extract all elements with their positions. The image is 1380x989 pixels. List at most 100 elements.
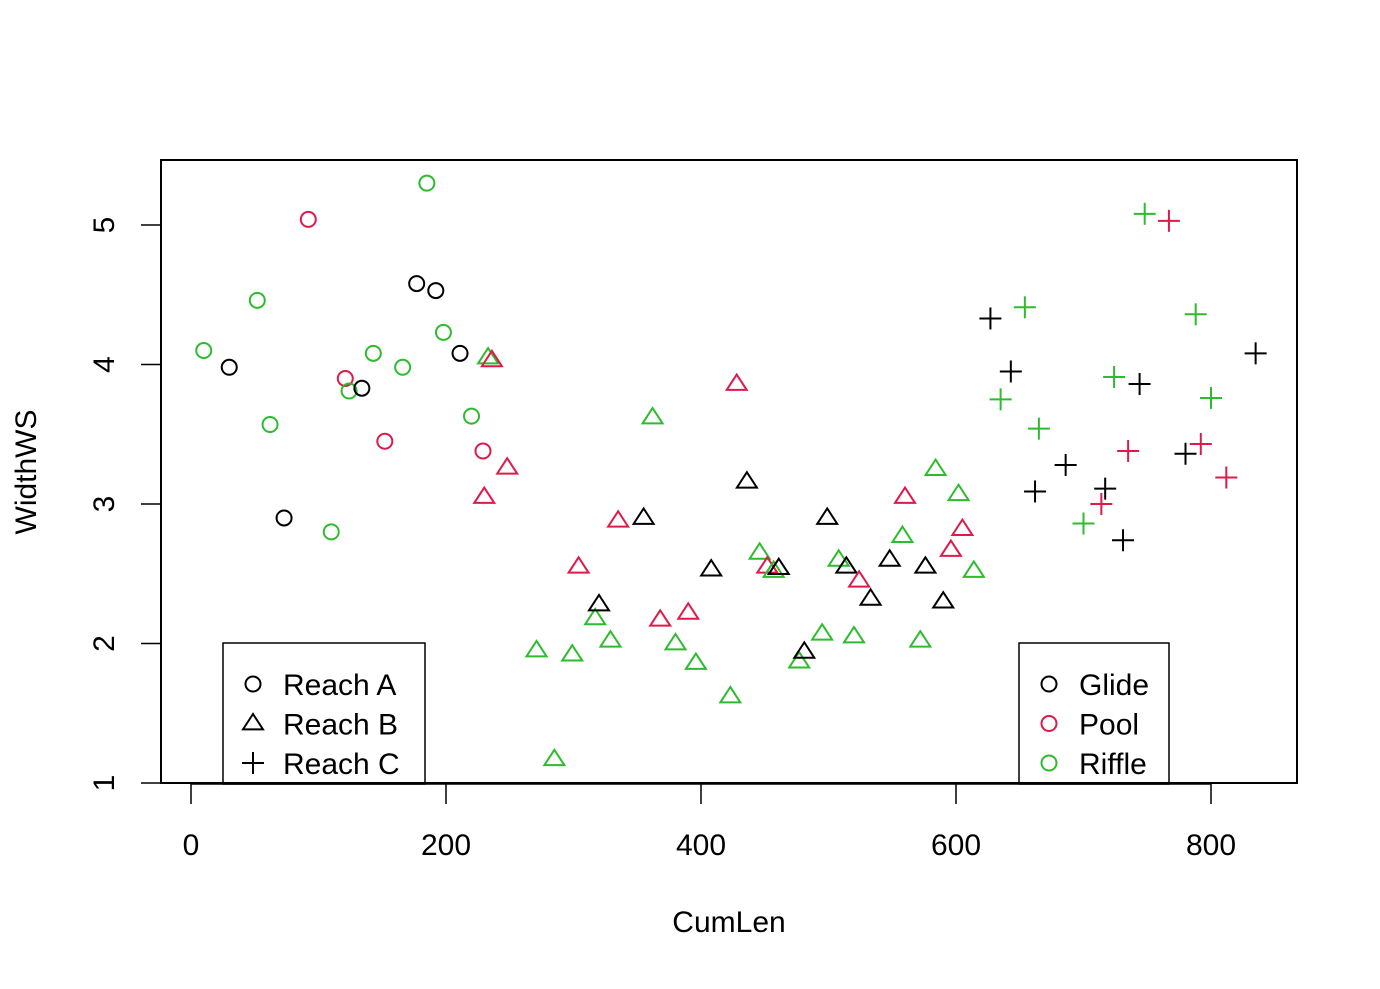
triangle-marker-icon — [923, 457, 948, 477]
y-tick-label: 3 — [88, 496, 121, 513]
legends: Reach A Reach B Reach C Glide Pool Riffle — [222, 642, 1170, 785]
legend-plus-icon — [242, 752, 264, 774]
y-tick-label: 2 — [88, 635, 121, 652]
triangle-marker-icon — [890, 524, 915, 543]
circle-marker-icon — [451, 344, 469, 362]
circle-marker-icon — [463, 407, 480, 425]
triangle-marker-icon — [648, 608, 673, 627]
triangle-marker-icon — [761, 559, 786, 578]
triangle-marker-icon — [908, 629, 933, 648]
triangle-marker-icon — [893, 485, 917, 504]
triangle-marker-icon — [877, 548, 902, 567]
triangle-marker-icon — [810, 622, 834, 641]
plus-marker-icon — [1157, 209, 1180, 232]
circle-marker-icon — [353, 379, 371, 397]
x-tick-label: 200 — [421, 829, 471, 862]
legend-label: Reach C — [283, 748, 400, 781]
circle-marker-icon — [299, 210, 317, 228]
circle-marker-icon — [434, 323, 452, 341]
triangle-marker-icon — [815, 506, 840, 525]
legend-label: Glide — [1079, 669, 1149, 702]
triangle-marker-icon — [663, 632, 688, 651]
x-tick-label: 600 — [931, 829, 981, 862]
legend-circle-icon — [1040, 715, 1058, 732]
y-axis: 1 2 3 4 5 — [88, 217, 162, 792]
x-axis: 0 200 400 600 800 — [183, 783, 1236, 862]
triangle-marker-icon — [842, 625, 866, 644]
circle-marker-icon — [418, 174, 436, 192]
triangle-marker-icon — [587, 593, 611, 612]
circle-marker-icon — [261, 415, 279, 433]
plus-marker-icon — [1200, 386, 1222, 409]
circle-marker-icon — [340, 382, 358, 400]
triangle-marker-icon — [472, 485, 497, 504]
circle-marker-icon — [427, 282, 445, 300]
x-tick-label: 0 — [183, 829, 200, 862]
plus-marker-icon — [1184, 303, 1207, 326]
y-tick-label: 4 — [88, 356, 121, 373]
triangle-marker-icon — [747, 541, 772, 560]
plus-marker-icon — [999, 360, 1022, 383]
triangle-marker-icon — [792, 640, 817, 659]
triangle-marker-icon — [946, 482, 971, 502]
legend-circle-icon — [1040, 675, 1058, 693]
legend-circle-icon — [244, 675, 262, 693]
circle-marker-icon — [474, 442, 492, 460]
circle-marker-icon — [408, 275, 426, 293]
triangle-marker-icon — [913, 555, 938, 574]
plus-marker-icon — [1112, 529, 1135, 552]
triangle-marker-icon — [631, 506, 656, 525]
plus-marker-icon — [1117, 439, 1140, 462]
triangle-marker-icon — [598, 629, 623, 648]
plus-marker-icon — [1090, 493, 1113, 515]
plus-marker-icon — [1215, 466, 1238, 489]
legend-label: Riffle — [1079, 748, 1147, 781]
legend-circle-icon — [1040, 754, 1058, 772]
triangle-marker-icon — [847, 569, 871, 588]
triangle-marker-icon — [766, 556, 791, 576]
triangle-marker-icon — [684, 651, 708, 670]
circle-marker-icon — [322, 523, 340, 541]
y-tick-label: 5 — [88, 217, 121, 234]
plus-marker-icon — [1103, 366, 1126, 389]
triangle-marker-icon — [962, 559, 986, 578]
plus-marker-icon — [1174, 442, 1197, 465]
legend-triangle-icon — [241, 712, 265, 731]
triangle-marker-icon — [787, 650, 812, 669]
plus-marker-icon — [1189, 433, 1212, 456]
plus-marker-icon — [1244, 342, 1267, 365]
plus-marker-icon — [1024, 480, 1047, 503]
triangle-marker-icon — [606, 509, 630, 528]
triangle-marker-icon — [699, 558, 724, 577]
data-points — [195, 174, 1267, 767]
triangle-marker-icon — [476, 346, 500, 365]
triangle-marker-icon — [858, 587, 883, 606]
legend-bottom-right: Glide Pool Riffle — [1018, 642, 1170, 785]
circle-marker-icon — [248, 291, 266, 309]
triangle-marker-icon — [566, 555, 591, 574]
triangle-marker-icon — [583, 607, 608, 626]
triangle-marker-icon — [524, 639, 549, 658]
legend-label: Reach A — [283, 669, 396, 702]
x-tick-label: 400 — [676, 829, 726, 862]
circle-marker-icon — [336, 369, 354, 387]
triangle-marker-icon — [950, 517, 975, 536]
legend-bottom-left: Reach A Reach B Reach C — [222, 642, 426, 785]
triangle-marker-icon — [495, 456, 520, 475]
plus-marker-icon — [989, 388, 1012, 411]
y-tick-label: 1 — [88, 775, 121, 792]
plus-marker-icon — [1013, 296, 1036, 319]
plus-marker-icon — [1094, 477, 1117, 500]
triangle-marker-icon — [939, 538, 963, 557]
y-axis-label: WidthWS — [10, 409, 43, 534]
circle-marker-icon — [195, 342, 213, 360]
plus-marker-icon — [1128, 373, 1151, 396]
triangle-marker-icon — [931, 590, 956, 609]
legend-label: Reach B — [283, 709, 398, 742]
triangle-marker-icon — [480, 348, 504, 368]
legend-label: Pool — [1079, 709, 1139, 742]
triangle-marker-icon — [542, 747, 567, 767]
x-tick-label: 800 — [1186, 829, 1236, 862]
triangle-marker-icon — [826, 548, 851, 567]
